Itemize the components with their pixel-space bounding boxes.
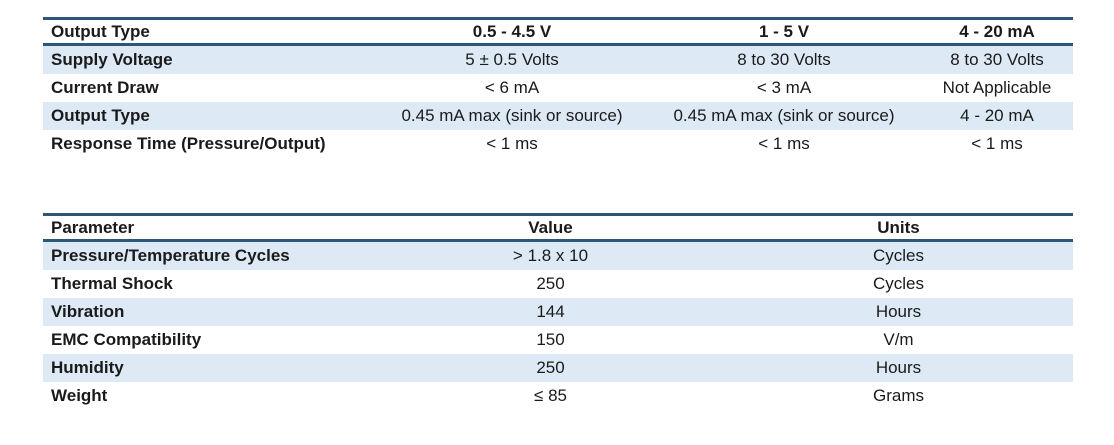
row-label: Vibration	[43, 298, 377, 326]
table-cell: 150	[536, 330, 565, 349]
table-cell: ≤ 85	[534, 386, 567, 405]
table-row: Humidity 250 Hours	[43, 354, 1073, 382]
table-cell: < 1 ms	[758, 134, 810, 153]
row-label: Humidity	[43, 354, 377, 382]
table-cell: < 3 mA	[756, 78, 812, 97]
table-header-row: Parameter Value Units	[43, 214, 1073, 241]
table-row: Vibration 144 Hours	[43, 298, 1073, 326]
row-label: Response Time (Pressure/Output)	[51, 134, 326, 153]
header-cell-4-20ma: 4 - 20 mA	[959, 21, 1035, 41]
table-cell: 250	[536, 274, 565, 293]
table-cell: < 1 ms	[486, 134, 538, 153]
row-label: Supply Voltage	[43, 44, 377, 74]
table-row: Response Time (Pressure/Output) < 1 ms <…	[43, 130, 1073, 158]
header-cell-value: Value	[528, 217, 573, 237]
table-cell: V/m	[883, 330, 914, 349]
header-cell-output-type: Output Type	[51, 21, 150, 41]
table-cell: Grams	[873, 386, 924, 405]
table-row: Supply Voltage 5 ± 0.5 Volts 8 to 30 Vol…	[43, 44, 1073, 74]
table-cell: 4 - 20 mA	[921, 102, 1073, 130]
table-cell: < 6 mA	[484, 78, 540, 97]
row-label: Thermal Shock	[51, 274, 173, 293]
header-cell-0-5-4-5v: 0.5 - 4.5 V	[472, 21, 552, 41]
row-label: EMC Compatibility	[51, 330, 202, 349]
table-row: Output Type 0.45 mA max (sink or source)…	[43, 102, 1073, 130]
table-cell: > 1.8 x 10	[377, 240, 724, 270]
table-cell: Hours	[724, 298, 1073, 326]
table-header-row: Output Type 0.5 - 4.5 V 1 - 5 V 4 - 20 m…	[43, 18, 1073, 45]
row-label: Pressure/Temperature Cycles	[43, 240, 377, 270]
header-cell-parameter: Parameter	[51, 217, 135, 237]
table-row: Thermal Shock 250 Cycles	[43, 270, 1073, 298]
table-cell: 8 to 30 Volts	[647, 44, 921, 74]
row-label: Current Draw	[51, 78, 159, 97]
header-cell-units: Units	[877, 217, 920, 237]
table-cell: 250	[377, 354, 724, 382]
header-cell-1-5v: 1 - 5 V	[758, 21, 810, 41]
table-cell: 8 to 30 Volts	[921, 44, 1073, 74]
table-cell: 5 ± 0.5 Volts	[377, 44, 647, 74]
table-row: Pressure/Temperature Cycles > 1.8 x 10 C…	[43, 240, 1073, 270]
row-label: Output Type	[43, 102, 377, 130]
table-cell: 0.45 mA max (sink or source)	[377, 102, 647, 130]
table-row: Weight ≤ 85 Grams	[43, 382, 1073, 410]
table-cell: Not Applicable	[942, 78, 1052, 97]
table-cell: Hours	[724, 354, 1073, 382]
table-row: Current Draw < 6 mA < 3 mA Not Applicabl…	[43, 74, 1073, 102]
table-cell: Cycles	[724, 240, 1073, 270]
table-row: EMC Compatibility 150 V/m	[43, 326, 1073, 354]
row-label: Weight	[51, 386, 108, 405]
table-cell: 144	[377, 298, 724, 326]
table-cell: < 1 ms	[971, 134, 1023, 153]
table-cell: 0.45 mA max (sink or source)	[647, 102, 921, 130]
environmental-specs-table: Parameter Value Units Pressure/Temperatu…	[43, 213, 1073, 410]
table-cell: Cycles	[872, 274, 924, 293]
output-specs-table: Output Type 0.5 - 4.5 V 1 - 5 V 4 - 20 m…	[43, 17, 1073, 158]
